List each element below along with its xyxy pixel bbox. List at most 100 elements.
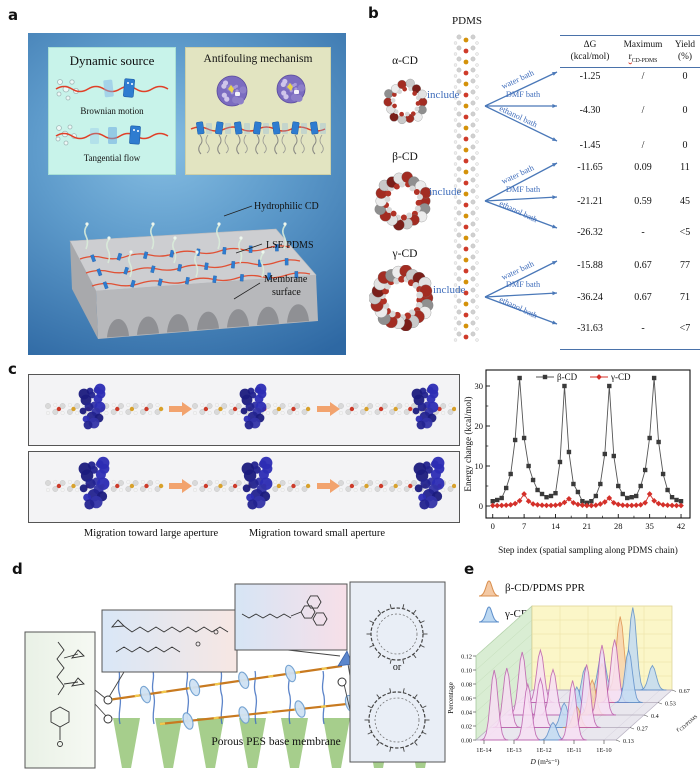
svg-text:28: 28 [614, 521, 623, 531]
energy-change-chart: 0 7 14 21 28 35 42 0 10 20 30 β-CD γ-CD Step index (s… [463, 369, 691, 555]
lse-pdms-label: LSE PDMS [266, 240, 314, 251]
svg-text:0.53: 0.53 [665, 701, 676, 708]
hydrophilic-cd-label: Hydrophilic CD [254, 201, 319, 212]
include-label-gamma: include [433, 284, 466, 296]
panel-e-label: e [464, 560, 475, 578]
panel-b-label: b [368, 4, 379, 22]
svg-text:10: 10 [475, 461, 484, 471]
cell-rmax: - [641, 227, 645, 238]
ppr-3d-distribution-chart: 0.670.53 0.40.270.13 0.00 0.02 0.04 0.06 0.08 0… [447, 605, 699, 766]
svg-text:1E-11: 1E-11 [566, 747, 581, 754]
svg-text:0.4: 0.4 [651, 713, 659, 720]
beta-ppr-swatch-icon [478, 580, 500, 597]
gamma-ppr-swatch-icon [478, 606, 500, 623]
membrane-chemistry-scene [24, 581, 446, 769]
legend-item-beta: β-CD/PDMS PPR [477, 578, 637, 600]
svg-text:7: 7 [522, 521, 526, 531]
cell-yield: 71 [680, 292, 690, 303]
beta-cd-name: β-CD [392, 151, 418, 163]
svg-text:D (m²s⁻¹): D (m²s⁻¹) [529, 757, 560, 766]
cell-yield: 77 [680, 260, 690, 271]
or-label: or [392, 662, 402, 673]
svg-text:35: 35 [645, 521, 654, 531]
migration-sequence-small-aperture [45, 456, 457, 510]
gamma-cd-ring-molecule [369, 265, 434, 331]
cell-rmax: 0.59 [634, 196, 652, 207]
cell-dg: -21.21 [577, 196, 603, 207]
pdms-chain-molecule [453, 34, 479, 342]
svg-text:0.02: 0.02 [461, 723, 472, 730]
gamma-cd-name: γ-CD [392, 248, 418, 260]
tangential-caption: Tangential flow [83, 153, 141, 163]
caption-large-aperture: Migration toward large aperture [83, 528, 219, 539]
svg-text:β-CD: β-CD [557, 372, 578, 382]
svg-text:Percentage: Percentage [447, 682, 455, 714]
dynamic-source-box: Dynamic source Brownian motion Tangentia… [48, 47, 176, 175]
alpha-cd-ring-molecule [383, 78, 428, 125]
header-r-subscript: CD-PDMS [631, 57, 658, 64]
cell-dg: -31.63 [577, 323, 603, 334]
panel-a-label: a [8, 6, 19, 24]
bath-label: DMF bath [505, 280, 541, 289]
migration-sequence-large-aperture [45, 383, 457, 430]
panel-a-background: Dynamic source Brownian motion Tangentia… [28, 33, 346, 355]
bath-arrows [484, 71, 558, 325]
include-label-alpha: include [427, 89, 460, 101]
header-rmax-line2: rCD-PDMS [628, 52, 658, 64]
svg-text:0.67: 0.67 [679, 688, 690, 695]
panel-c-label: c [8, 360, 17, 378]
header-yield-line1: Yield [674, 40, 696, 50]
panel-d-label: d [12, 560, 23, 578]
tangential-flow-icon [55, 124, 169, 146]
alpha-cd-name: α-CD [392, 55, 418, 67]
cell-dg: -15.88 [577, 260, 603, 271]
table-header-rmax: Maximum rCD-PDMS [616, 39, 670, 65]
antifouling-title: Antifouling mechanism [203, 53, 313, 65]
cell-yield: 0 [682, 105, 688, 116]
svg-text:1E-10: 1E-10 [596, 747, 611, 754]
membrane-surface-label-1: Membrane [264, 274, 308, 285]
cell-rmax: / [641, 71, 645, 82]
antifouling-mechanism-icon [190, 74, 326, 155]
cell-dg: -26.32 [577, 227, 603, 238]
cell-dg: -36.24 [577, 292, 603, 303]
svg-text:0.12: 0.12 [461, 653, 472, 660]
antifouling-box: Antifouling mechanism [185, 47, 331, 175]
include-label-beta: include [429, 186, 462, 198]
cell-rmax: 0.67 [634, 260, 652, 271]
svg-text:0.06: 0.06 [461, 695, 472, 702]
svg-text:1E-12: 1E-12 [536, 747, 551, 754]
migration-box-top [28, 374, 460, 446]
svg-text:21: 21 [583, 521, 592, 531]
svg-text:30: 30 [475, 381, 484, 391]
cell-rmax: 0.09 [634, 162, 652, 173]
bath-label: DMF bath [505, 90, 541, 99]
cell-rmax: / [641, 105, 645, 116]
dynamic-source-title: Dynamic source [69, 53, 155, 68]
caption-small-aperture: Migration toward small aperture [248, 528, 386, 539]
header-rmax-line1: Maximum [623, 40, 663, 50]
cell-dg: -1.45 [579, 140, 601, 151]
brownian-motion-icon [55, 78, 169, 101]
cell-yield: 11 [680, 162, 690, 173]
svg-text:0.04: 0.04 [461, 709, 472, 716]
svg-text:1E-13: 1E-13 [506, 747, 521, 754]
cell-rmax: / [641, 140, 645, 151]
panel-b: PDMS α-CD include β-CD include γ-CD incl… [355, 5, 700, 360]
svg-text:Energy change (kcal/mol): Energy change (kcal/mol) [463, 396, 473, 491]
svg-text:rCD/PDMS: rCD/PDMS [674, 711, 699, 735]
table-rule-top [560, 35, 700, 36]
header-r-symbol: r [628, 52, 632, 63]
table-rule-header [560, 67, 700, 68]
cell-dg: -11.65 [577, 162, 603, 173]
header-yield-line2: (%) [678, 52, 692, 63]
cell-yield: 0 [682, 71, 688, 82]
svg-text:0.13: 0.13 [623, 738, 634, 745]
table-header-yield: Yield (%) [670, 39, 700, 63]
porous-pes-label: Porous PES base membrane [211, 736, 341, 748]
cell-rmax: - [641, 323, 645, 334]
beta-cd-ring-molecule [374, 171, 432, 231]
cell-yield: <7 [679, 323, 691, 334]
membrane-3d-illustration [69, 205, 318, 339]
cell-dg: -1.25 [579, 71, 601, 82]
